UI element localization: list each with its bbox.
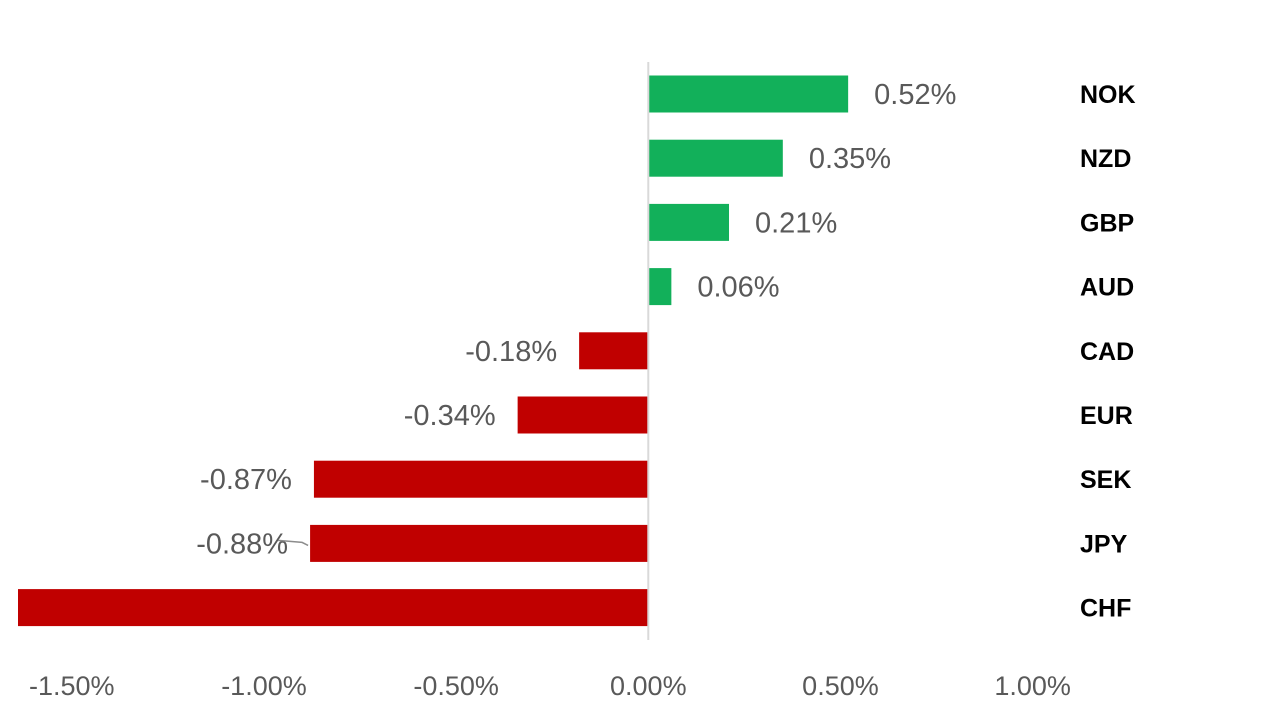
value-label-nok: 0.52% (874, 79, 956, 111)
bars-group (18, 75, 849, 627)
value-label-eur: -0.34% (404, 400, 496, 432)
x-tick-label: 0.50% (802, 671, 879, 701)
bar-gbp (648, 203, 730, 241)
bar-aud (648, 268, 672, 306)
leader-line-jpy (278, 539, 309, 547)
category-label-nzd: NZD (1080, 145, 1131, 173)
bar-chf (18, 589, 649, 627)
bar-nok (648, 75, 849, 113)
x-tick-label: -1.00% (221, 671, 307, 701)
category-label-chf: CHF (1080, 595, 1131, 623)
x-tick-label: 0.00% (610, 671, 687, 701)
x-tick-labels-group: -1.50% -1.00% -0.50% 0.00% 0.50% 1.00% (29, 671, 1071, 701)
value-labels-group: 0.52% 0.35% 0.21% 0.06% -0.18% -0.34% -0.87% -0… (196, 79, 956, 560)
value-label-sek: -0.87% (200, 464, 292, 496)
x-tick-label: -1.50% (29, 671, 115, 701)
bar-nzd (648, 139, 783, 177)
category-label-gbp: GBP (1080, 209, 1134, 237)
bar-sek (313, 460, 649, 498)
value-label-aud: 0.06% (697, 272, 779, 304)
category-label-jpy: JPY (1080, 530, 1128, 558)
x-tick-label: 1.00% (994, 671, 1071, 701)
x-tick-label: -0.50% (413, 671, 499, 701)
bar-eur (517, 396, 649, 434)
value-label-gbp: 0.21% (755, 207, 837, 239)
category-label-eur: EUR (1080, 402, 1133, 430)
bar-jpy (310, 524, 649, 562)
value-label-cad: -0.18% (465, 336, 557, 368)
category-label-nok: NOK (1080, 81, 1136, 109)
category-label-sek: SEK (1080, 466, 1131, 494)
category-label-cad: CAD (1080, 338, 1134, 366)
category-labels-group: NOK NZD GBP AUD CAD EUR SEK JPY CHF (1080, 81, 1136, 623)
category-label-aud: AUD (1080, 274, 1134, 302)
value-label-jpy: -0.88% (196, 528, 288, 560)
bar-cad (579, 332, 649, 370)
value-label-nzd: 0.35% (809, 143, 891, 175)
